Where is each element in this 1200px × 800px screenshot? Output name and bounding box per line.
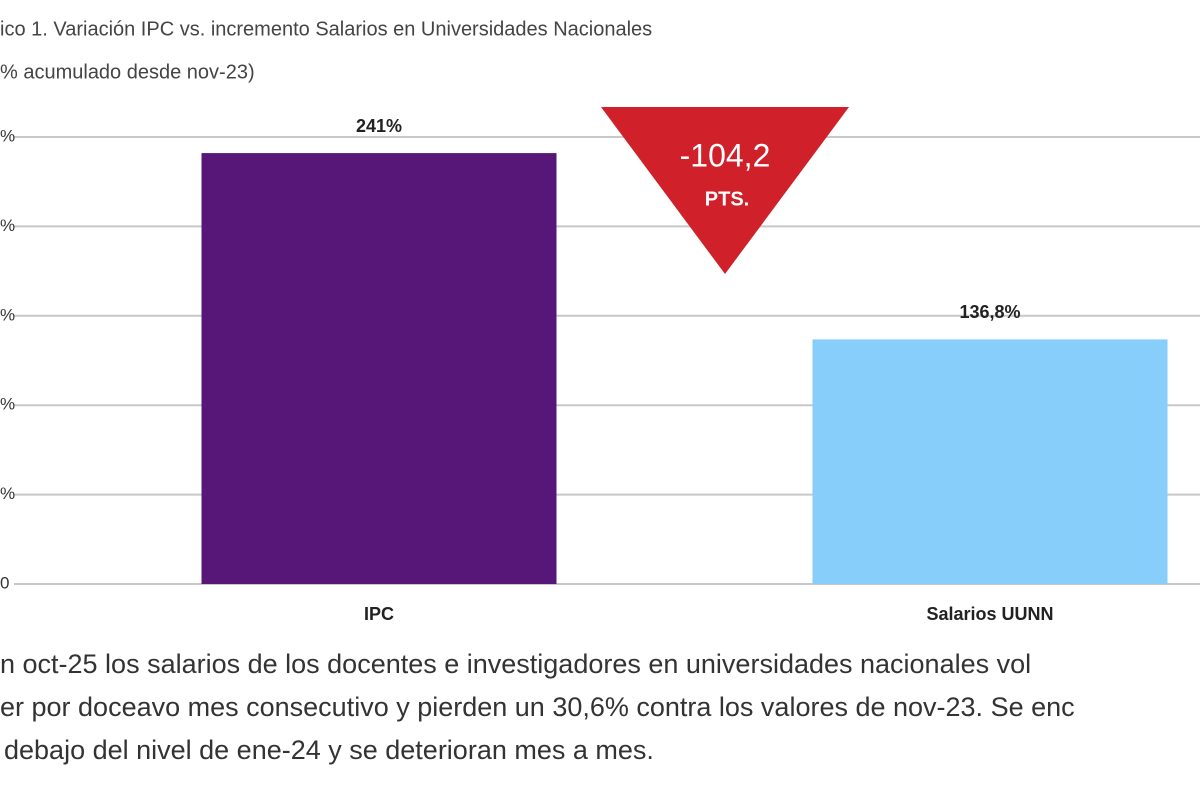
y-tick-label: % xyxy=(0,126,15,145)
annotation-value: -104,2 xyxy=(680,137,771,173)
y-tick-label: % xyxy=(0,395,15,414)
paragraph-line: n oct-25 los salarios de los docentes e … xyxy=(0,649,1031,679)
y-tick-label: % xyxy=(0,484,15,503)
bar xyxy=(812,339,1168,584)
x-tick-label: IPC xyxy=(364,604,394,624)
value-label: 136,8% xyxy=(959,302,1020,322)
y-tick-label: 0 xyxy=(0,573,9,592)
x-tick-label: Salarios UUNN xyxy=(926,604,1053,624)
annotation-triangle xyxy=(601,107,849,274)
paragraph-line: debajo del nivel de ene-24 y se deterior… xyxy=(4,735,654,765)
y-tick-label: % xyxy=(0,216,15,235)
annotation-unit: PTS. xyxy=(705,188,749,210)
y-tick-label: % xyxy=(0,305,15,324)
paragraph-line: er por doceavo mes consecutivo y pierden… xyxy=(0,692,1075,722)
chart-subtitle: % acumulado desde nov-23) xyxy=(0,61,255,83)
value-label: 241% xyxy=(356,116,402,136)
chart-title: ico 1. Variación IPC vs. incremento Sala… xyxy=(0,18,652,40)
bar xyxy=(201,153,557,585)
